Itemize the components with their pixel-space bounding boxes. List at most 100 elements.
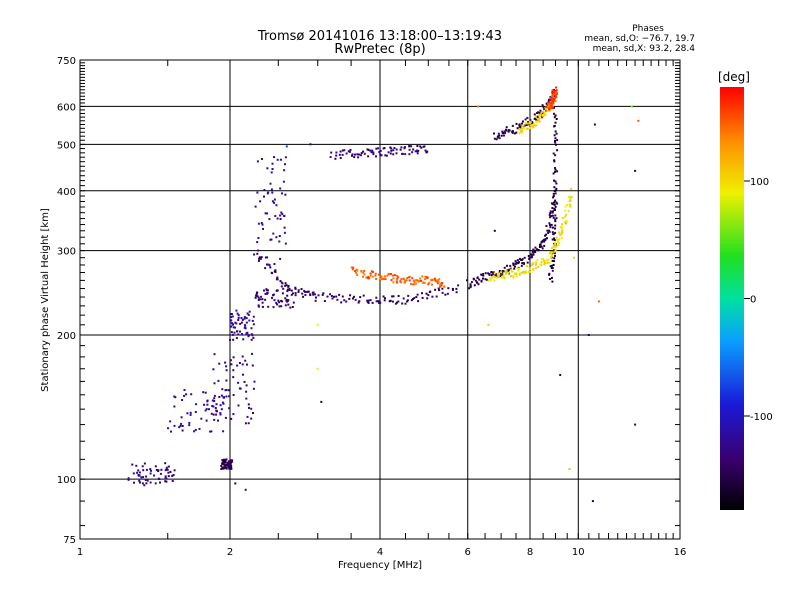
data-point (569, 204, 572, 207)
data-point (554, 214, 557, 217)
data-point (501, 273, 504, 276)
data-point (179, 424, 182, 427)
data-point (209, 430, 212, 433)
data-point (289, 306, 292, 309)
colorbar-ticks: -100 0 100 (744, 177, 773, 423)
data-point (553, 201, 555, 204)
data-point (548, 222, 551, 225)
data-point (554, 180, 557, 183)
data-point (412, 298, 414, 300)
data-point (548, 272, 551, 275)
data-point (397, 276, 400, 279)
data-point (535, 120, 538, 123)
data-point (597, 300, 600, 303)
data-point (558, 241, 561, 244)
data-point (530, 121, 533, 124)
data-point (538, 120, 541, 123)
data-point (210, 412, 213, 415)
data-point (593, 123, 596, 126)
data-point (544, 108, 547, 111)
data-point (246, 363, 248, 366)
data-point (548, 109, 551, 112)
data-point (292, 292, 294, 295)
data-point (146, 479, 149, 482)
data-point (551, 231, 554, 234)
data-point (502, 274, 505, 277)
data-point (520, 131, 523, 133)
data-point (553, 96, 556, 99)
data-point (363, 273, 366, 276)
data-point (256, 291, 259, 294)
data-point (237, 316, 240, 319)
data-point (230, 417, 233, 420)
data-point (372, 270, 375, 273)
data-point (265, 289, 268, 292)
data-point (273, 270, 276, 273)
data-point (258, 259, 260, 262)
data-point (167, 471, 170, 474)
data-point (336, 298, 339, 301)
data-point (390, 279, 393, 282)
data-point (556, 170, 559, 173)
data-point (230, 331, 233, 334)
data-point (312, 293, 315, 296)
data-point (434, 279, 437, 282)
data-point (183, 394, 186, 397)
data-point (321, 293, 324, 296)
data-point (335, 154, 338, 157)
data-point (553, 124, 556, 127)
data-point (215, 403, 218, 406)
data-point (250, 327, 253, 330)
data-point (345, 300, 348, 303)
data-point (171, 480, 174, 482)
data-point (307, 290, 310, 293)
data-point (558, 231, 561, 234)
data-point (193, 430, 196, 433)
data-point (431, 295, 434, 298)
data-point (279, 218, 282, 220)
data-point (407, 294, 410, 297)
data-point (294, 287, 297, 290)
data-point (137, 469, 140, 472)
data-point (279, 158, 282, 161)
data-point (268, 218, 271, 221)
data-point (351, 153, 354, 156)
data-point (228, 467, 231, 470)
data-point (343, 149, 346, 152)
data-point (359, 154, 362, 157)
data-point (535, 263, 537, 266)
data-point (272, 293, 275, 296)
data-point (494, 275, 497, 278)
data-point (297, 291, 300, 293)
data-point (436, 282, 439, 285)
data-point (503, 266, 506, 269)
data-point (250, 407, 253, 410)
data-point (219, 412, 222, 415)
data-point (390, 149, 393, 152)
data-point (371, 149, 374, 152)
data-point (529, 119, 532, 122)
data-point (140, 476, 143, 479)
data-point (433, 277, 436, 280)
data-point (369, 272, 372, 275)
data-point (135, 464, 138, 467)
data-point (297, 289, 300, 292)
data-point (493, 132, 495, 135)
data-point (554, 224, 557, 227)
data-point (556, 240, 559, 243)
data-point (213, 400, 216, 403)
data-point (443, 285, 446, 288)
data-point (257, 304, 260, 307)
data-point (309, 143, 312, 146)
data-point (630, 105, 633, 108)
data-point (548, 230, 551, 233)
data-point (387, 151, 390, 154)
data-point (181, 399, 184, 401)
data-point (455, 287, 458, 290)
data-point (416, 145, 419, 147)
data-point (431, 283, 434, 286)
data-point (541, 247, 544, 250)
data-point (566, 220, 569, 223)
data-point (552, 245, 555, 248)
data-point (267, 289, 269, 292)
